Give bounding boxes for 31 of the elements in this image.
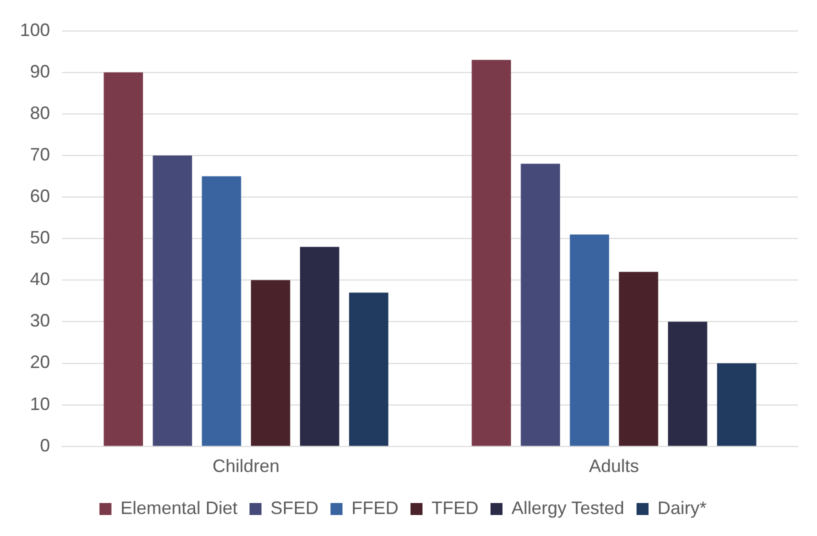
bar — [202, 176, 242, 446]
y-tick-label: 70 — [30, 144, 50, 164]
x-tick-label: Children — [212, 456, 280, 476]
y-tick-label: 90 — [30, 61, 50, 82]
y-tick-label: 20 — [30, 352, 50, 372]
y-tick-label: 80 — [30, 102, 50, 123]
y-tick-label: 100 — [20, 20, 50, 40]
bar — [349, 292, 388, 446]
legend-label: Allergy Tested — [511, 498, 624, 518]
y-tick-label: 0 — [40, 435, 50, 456]
y-tick-label: 40 — [30, 269, 50, 290]
y-tick-label: 30 — [30, 310, 50, 331]
legend-label: FFED — [352, 498, 399, 518]
bar — [152, 155, 192, 446]
y-tick-label: 50 — [30, 228, 50, 248]
bar — [570, 234, 610, 446]
legend-label: Dairy* — [658, 498, 707, 518]
y-tick-label: 60 — [30, 186, 50, 206]
bar — [668, 322, 708, 446]
bar — [104, 72, 143, 446]
bar — [472, 60, 511, 446]
bar — [520, 164, 560, 446]
bar — [300, 246, 340, 446]
legend-label: Elemental Diet — [120, 498, 238, 518]
bar — [717, 363, 756, 446]
bar — [250, 280, 290, 446]
bar — [618, 272, 658, 446]
y-tick-label: 10 — [30, 394, 50, 414]
legend-label: SFED — [270, 498, 319, 518]
x-tick-label: Adults — [588, 456, 640, 476]
legend-label: TFED — [432, 498, 478, 518]
